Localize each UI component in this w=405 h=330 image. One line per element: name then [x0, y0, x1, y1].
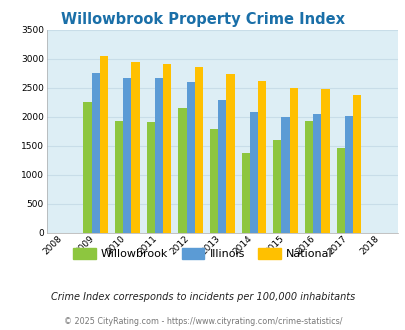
Bar [281, 117, 289, 233]
Bar [155, 78, 163, 233]
Bar [115, 121, 123, 233]
Bar [123, 78, 131, 233]
Bar [226, 74, 234, 233]
Bar [289, 88, 297, 233]
Bar [186, 82, 194, 233]
Bar [146, 122, 155, 233]
Bar [131, 62, 139, 233]
Text: Crime Index corresponds to incidents per 100,000 inhabitants: Crime Index corresponds to incidents per… [51, 292, 354, 302]
Bar [163, 64, 171, 233]
Legend: Willowbrook, Illinois, National: Willowbrook, Illinois, National [69, 244, 336, 263]
Bar [304, 121, 312, 233]
Bar [194, 67, 202, 233]
Bar [320, 89, 329, 233]
Bar [241, 153, 249, 233]
Bar [273, 140, 281, 233]
Bar [344, 116, 352, 233]
Bar [92, 73, 100, 233]
Text: Willowbrook Property Crime Index: Willowbrook Property Crime Index [61, 12, 344, 26]
Bar [178, 108, 186, 233]
Text: © 2025 CityRating.com - https://www.cityrating.com/crime-statistics/: © 2025 CityRating.com - https://www.city… [64, 317, 341, 326]
Bar [249, 112, 258, 233]
Bar [209, 129, 217, 233]
Bar [217, 100, 226, 233]
Bar [83, 102, 92, 233]
Bar [100, 56, 108, 233]
Bar [336, 148, 344, 233]
Bar [352, 95, 360, 233]
Bar [258, 81, 266, 233]
Bar [312, 114, 320, 233]
